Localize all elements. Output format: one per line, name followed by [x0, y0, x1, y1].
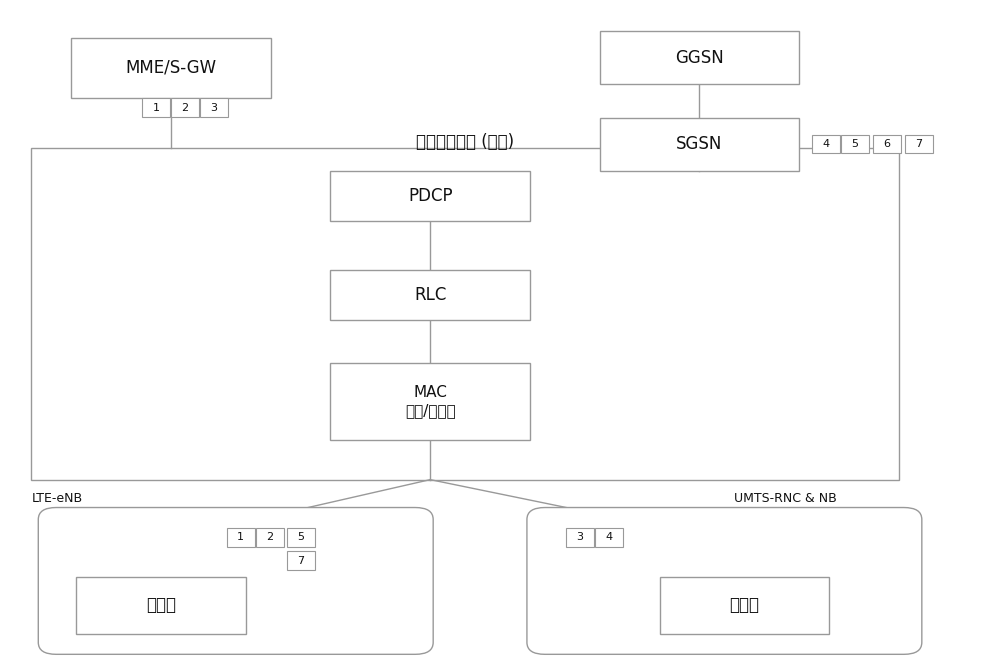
- Bar: [142, 98, 170, 117]
- Text: 2: 2: [266, 532, 273, 542]
- Text: 5: 5: [852, 139, 859, 149]
- Bar: [330, 171, 530, 221]
- Bar: [76, 577, 246, 634]
- Bar: [227, 528, 255, 547]
- Text: UMTS-RNC & NB: UMTS-RNC & NB: [734, 492, 837, 504]
- Text: 2: 2: [181, 103, 188, 113]
- Text: 3: 3: [576, 532, 583, 542]
- Text: RLC: RLC: [414, 286, 446, 304]
- Bar: [595, 528, 623, 547]
- Bar: [566, 528, 594, 547]
- Text: 中心控制节点 (锤点): 中心控制节点 (锤点): [416, 133, 514, 151]
- Text: 7: 7: [297, 556, 304, 566]
- Text: 物理层: 物理层: [146, 596, 176, 614]
- Bar: [287, 528, 315, 547]
- Bar: [873, 135, 901, 153]
- Bar: [330, 270, 530, 320]
- Bar: [660, 577, 829, 634]
- Text: LTE-eNB: LTE-eNB: [31, 492, 82, 504]
- Bar: [841, 135, 869, 153]
- Text: 5: 5: [297, 532, 304, 542]
- Bar: [330, 364, 530, 440]
- Text: MME/S-GW: MME/S-GW: [125, 59, 216, 77]
- Text: 7: 7: [915, 139, 922, 149]
- Text: 6: 6: [883, 139, 890, 149]
- Text: MAC
调度/复用等: MAC 调度/复用等: [405, 386, 456, 418]
- Text: GGSN: GGSN: [675, 49, 724, 67]
- Bar: [905, 135, 933, 153]
- Text: 物理层: 物理层: [729, 596, 759, 614]
- FancyBboxPatch shape: [38, 508, 433, 654]
- Bar: [287, 552, 315, 570]
- Bar: [600, 31, 799, 85]
- Text: 1: 1: [152, 103, 159, 113]
- FancyBboxPatch shape: [527, 508, 922, 654]
- Text: 4: 4: [823, 139, 830, 149]
- Text: 3: 3: [210, 103, 217, 113]
- Bar: [600, 117, 799, 171]
- Bar: [31, 147, 899, 480]
- Bar: [200, 98, 228, 117]
- Bar: [71, 38, 271, 97]
- Bar: [171, 98, 199, 117]
- Text: 1: 1: [237, 532, 244, 542]
- Bar: [256, 528, 284, 547]
- Text: 4: 4: [605, 532, 612, 542]
- Text: SGSN: SGSN: [676, 135, 723, 153]
- Text: PDCP: PDCP: [408, 187, 453, 205]
- Bar: [812, 135, 840, 153]
